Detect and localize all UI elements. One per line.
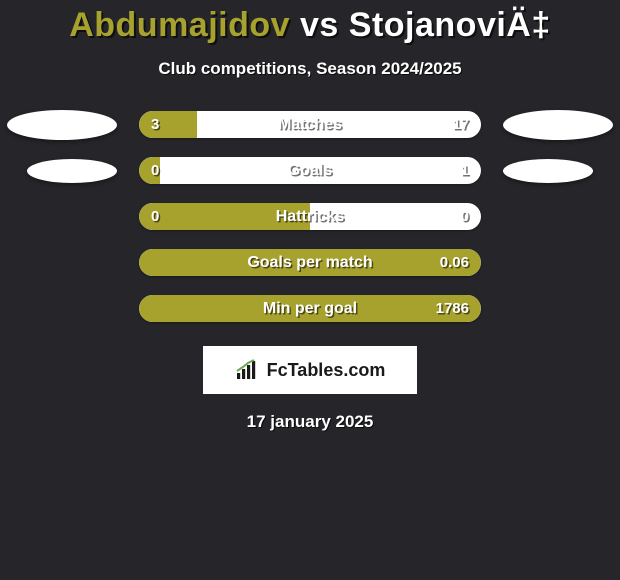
title-player-left: Abdumajidov <box>69 6 290 44</box>
stat-value-right: 1 <box>461 157 469 184</box>
stat-bar: Goals per match0.06 <box>139 249 481 276</box>
player-left-marker <box>27 159 117 183</box>
stat-row: Goals per match0.06 <box>0 249 620 276</box>
stat-value-right: 0.06 <box>440 249 469 276</box>
title-vs: vs <box>290 6 349 44</box>
stat-bar: 0Goals1 <box>139 157 481 184</box>
stat-bar-left-fill <box>139 295 481 322</box>
logo-text: FcTables.com <box>267 360 386 381</box>
subtitle: Club competitions, Season 2024/2025 <box>0 59 620 79</box>
chart-icon <box>235 359 261 381</box>
stat-row: 0Goals1 <box>0 157 620 184</box>
stat-value-left: 0 <box>151 157 159 184</box>
stat-bar: Min per goal1786 <box>139 295 481 322</box>
stat-bar: 3Matches17 <box>139 111 481 138</box>
title-player-right: StojanoviÄ‡ <box>349 6 551 44</box>
page-title: Abdumajidov vs StojanoviÄ‡ <box>0 6 620 45</box>
player-left-marker <box>7 110 117 140</box>
stat-value-right: 17 <box>452 111 469 138</box>
stat-row: 3Matches17 <box>0 111 620 138</box>
stat-row: 0Hattricks0 <box>0 203 620 230</box>
stat-row: Min per goal1786 <box>0 295 620 322</box>
stat-label: Goals <box>139 157 481 184</box>
player-right-marker <box>503 159 593 183</box>
stat-value-right: 1786 <box>436 295 469 322</box>
stat-bar-left-fill <box>139 111 197 138</box>
stat-value-left: 0 <box>151 203 159 230</box>
stat-bar-left-fill <box>139 203 310 230</box>
stat-bar-left-fill <box>139 249 481 276</box>
stat-value-left: 3 <box>151 111 159 138</box>
date-label: 17 january 2025 <box>0 412 620 432</box>
player-right-marker <box>503 110 613 140</box>
logo-box: FcTables.com <box>203 346 417 394</box>
comparison-card: Abdumajidov vs StojanoviÄ‡ Club competit… <box>0 0 620 580</box>
stat-bar: 0Hattricks0 <box>139 203 481 230</box>
stat-rows: 3Matches170Goals10Hattricks0Goals per ma… <box>0 111 620 322</box>
stat-value-right: 0 <box>461 203 469 230</box>
